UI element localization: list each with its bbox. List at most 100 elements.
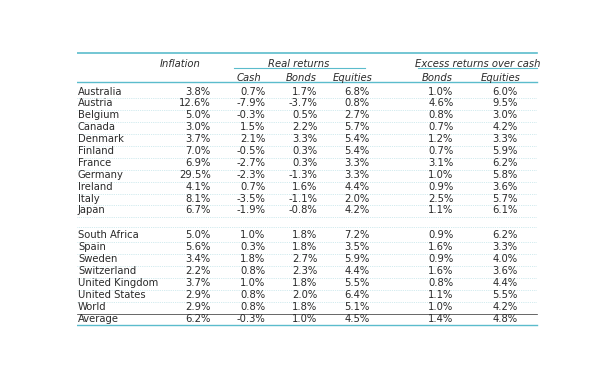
Text: -3.5%: -3.5%: [236, 193, 265, 204]
Text: 6.2%: 6.2%: [492, 230, 518, 241]
Text: -1.9%: -1.9%: [236, 206, 265, 215]
Text: Bonds: Bonds: [285, 73, 316, 83]
Text: 3.3%: 3.3%: [345, 158, 370, 168]
Text: 1.5%: 1.5%: [240, 122, 265, 132]
Text: Excess returns over cash: Excess returns over cash: [414, 59, 540, 69]
Text: 3.8%: 3.8%: [185, 87, 211, 97]
Text: 4.2%: 4.2%: [492, 122, 518, 132]
Text: 5.0%: 5.0%: [185, 230, 211, 241]
Text: 5.7%: 5.7%: [492, 193, 518, 204]
Text: 6.9%: 6.9%: [185, 158, 211, 168]
Text: 5.1%: 5.1%: [344, 302, 370, 312]
Text: Real returns: Real returns: [268, 59, 329, 69]
Text: 3.5%: 3.5%: [345, 242, 370, 252]
Text: Inflation: Inflation: [160, 59, 200, 69]
Text: 0.9%: 0.9%: [428, 182, 453, 192]
Text: United Kingdom: United Kingdom: [78, 278, 158, 288]
Text: 12.6%: 12.6%: [179, 98, 211, 108]
Text: 3.0%: 3.0%: [185, 122, 211, 132]
Text: 5.8%: 5.8%: [492, 170, 518, 180]
Text: 0.8%: 0.8%: [240, 266, 265, 276]
Text: Finland: Finland: [78, 146, 114, 156]
Text: 3.4%: 3.4%: [185, 254, 211, 264]
Text: 0.8%: 0.8%: [428, 278, 453, 288]
Text: 0.8%: 0.8%: [428, 110, 453, 120]
Text: 29.5%: 29.5%: [179, 170, 211, 180]
Text: Belgium: Belgium: [78, 110, 119, 120]
Text: 3.6%: 3.6%: [492, 182, 518, 192]
Text: 3.0%: 3.0%: [493, 110, 518, 120]
Text: -0.5%: -0.5%: [236, 146, 265, 156]
Text: 1.6%: 1.6%: [428, 266, 453, 276]
Text: 4.6%: 4.6%: [428, 98, 453, 108]
Text: 6.4%: 6.4%: [345, 290, 370, 300]
Text: 2.7%: 2.7%: [292, 254, 318, 264]
Text: 6.0%: 6.0%: [492, 87, 518, 97]
Text: 4.1%: 4.1%: [185, 182, 211, 192]
Text: 1.2%: 1.2%: [428, 134, 453, 144]
Text: 2.3%: 2.3%: [292, 266, 318, 276]
Text: Spain: Spain: [78, 242, 106, 252]
Text: 0.3%: 0.3%: [293, 158, 318, 168]
Text: -0.3%: -0.3%: [236, 110, 265, 120]
Text: 4.4%: 4.4%: [345, 266, 370, 276]
Text: France: France: [78, 158, 111, 168]
Text: 3.7%: 3.7%: [185, 278, 211, 288]
Text: 1.8%: 1.8%: [292, 230, 318, 241]
Text: 6.7%: 6.7%: [185, 206, 211, 215]
Text: South Africa: South Africa: [78, 230, 139, 241]
Text: 5.4%: 5.4%: [345, 134, 370, 144]
Text: Bonds: Bonds: [422, 73, 452, 83]
Text: 5.5%: 5.5%: [344, 278, 370, 288]
Text: 5.5%: 5.5%: [492, 290, 518, 300]
Text: 5.9%: 5.9%: [344, 254, 370, 264]
Text: 0.7%: 0.7%: [428, 146, 453, 156]
Text: Austria: Austria: [78, 98, 113, 108]
Text: 3.3%: 3.3%: [293, 134, 318, 144]
Text: 0.9%: 0.9%: [428, 230, 453, 241]
Text: 2.9%: 2.9%: [185, 302, 211, 312]
Text: 0.8%: 0.8%: [240, 290, 265, 300]
Text: Japan: Japan: [78, 206, 106, 215]
Text: 1.0%: 1.0%: [428, 170, 453, 180]
Text: -2.3%: -2.3%: [236, 170, 265, 180]
Text: 6.2%: 6.2%: [185, 314, 211, 324]
Text: 2.0%: 2.0%: [292, 290, 318, 300]
Text: World: World: [78, 302, 106, 312]
Text: 4.4%: 4.4%: [493, 278, 518, 288]
Text: 1.8%: 1.8%: [292, 242, 318, 252]
Text: 1.4%: 1.4%: [428, 314, 453, 324]
Text: -2.7%: -2.7%: [236, 158, 265, 168]
Text: 1.0%: 1.0%: [428, 87, 453, 97]
Text: 3.7%: 3.7%: [185, 134, 211, 144]
Text: Italy: Italy: [78, 193, 100, 204]
Text: Switzerland: Switzerland: [78, 266, 136, 276]
Text: 1.0%: 1.0%: [240, 230, 265, 241]
Text: Equities: Equities: [333, 73, 373, 83]
Text: 1.1%: 1.1%: [428, 290, 453, 300]
Text: 0.3%: 0.3%: [293, 146, 318, 156]
Text: 2.9%: 2.9%: [185, 290, 211, 300]
Text: Ireland: Ireland: [78, 182, 113, 192]
Text: 6.1%: 6.1%: [492, 206, 518, 215]
Text: 6.8%: 6.8%: [345, 87, 370, 97]
Text: 5.9%: 5.9%: [492, 146, 518, 156]
Text: 1.7%: 1.7%: [292, 87, 318, 97]
Text: 2.5%: 2.5%: [428, 193, 453, 204]
Text: 3.3%: 3.3%: [493, 242, 518, 252]
Text: United States: United States: [78, 290, 146, 300]
Text: 4.2%: 4.2%: [492, 302, 518, 312]
Text: 3.1%: 3.1%: [428, 158, 453, 168]
Text: 8.1%: 8.1%: [185, 193, 211, 204]
Text: Denmark: Denmark: [78, 134, 124, 144]
Text: 0.7%: 0.7%: [240, 87, 265, 97]
Text: 1.1%: 1.1%: [428, 206, 453, 215]
Text: -0.8%: -0.8%: [289, 206, 318, 215]
Text: Canada: Canada: [78, 122, 116, 132]
Text: 0.8%: 0.8%: [240, 302, 265, 312]
Text: Sweden: Sweden: [78, 254, 118, 264]
Text: 1.8%: 1.8%: [292, 302, 318, 312]
Text: 1.0%: 1.0%: [292, 314, 318, 324]
Text: 7.2%: 7.2%: [344, 230, 370, 241]
Text: 0.3%: 0.3%: [240, 242, 265, 252]
